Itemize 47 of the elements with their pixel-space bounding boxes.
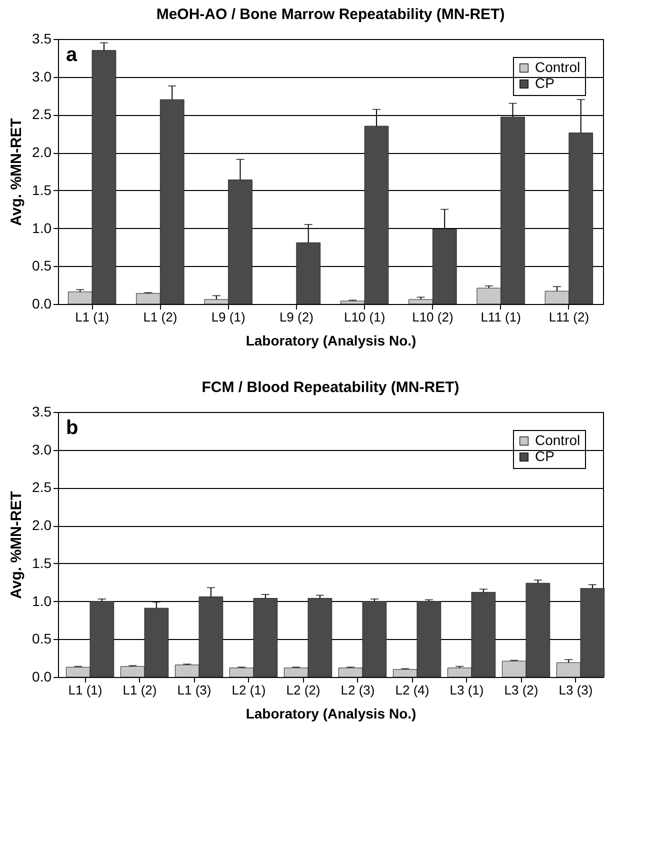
x-tick-label: L1 (2) [122,682,157,698]
y-tick-label: 3.0 [32,441,52,458]
chart-title: MeOH-AO / Bone Marrow Repeatability (MN-RET) [156,6,505,23]
x-tick-label: L9 (2) [279,310,314,324]
y-axis-title: Avg. %MN-RET [8,118,26,226]
x-tick-label: L3 (1) [450,682,484,698]
bar [296,242,321,304]
y-tick-label: 2.0 [32,517,52,534]
x-tick-label: L1 (1) [75,310,110,324]
x-tick-label: L11 (1) [480,310,521,324]
y-tick-label: 3.5 [32,404,52,420]
legend-label: CP [535,75,554,91]
x-tick-label: L2 (3) [340,682,375,698]
y-tick-label: 1.0 [32,220,52,236]
y-tick-label: 2.5 [32,479,52,496]
x-tick-label: L3 (2) [504,682,538,698]
y-tick-label: 1.5 [32,182,52,198]
y-tick-label: 2.0 [32,144,52,160]
x-tick-label: L11 (2) [548,310,590,324]
y-axis-title: Avg. %MN-RET [8,491,26,599]
y-tick-label: 1.0 [32,592,52,609]
legend-label: Control [535,59,580,75]
x-axis-title: Laboratory (Analysis No.) [246,332,416,348]
x-tick-label: L2 (4) [395,682,430,698]
legend-label: CP [535,448,554,464]
x-tick-label: L10 (2) [412,310,454,324]
annotation: a [66,44,78,66]
y-tick-label: 1.5 [32,554,52,571]
x-tick-label: L2 (1) [232,682,266,698]
y-tick-label: 0.5 [32,258,52,274]
y-tick-label: 0.0 [32,668,52,684]
x-axis-title: Laboratory (Analysis No.) [246,706,416,722]
chart-title: FCM / Blood Repeatability (MN-RET) [202,379,460,396]
legend-label: Control [535,432,580,448]
y-tick-label: 3.5 [32,30,52,46]
annotation: b [66,417,78,439]
x-tick-label: L1 (2) [143,310,178,324]
y-tick-label: 0.0 [32,296,52,312]
y-tick-label: 0.5 [32,630,52,647]
x-tick-label: L9 (1) [211,310,246,324]
x-tick-label: L3 (3) [558,682,593,698]
x-tick-label: L1 (3) [177,682,212,698]
x-tick-label: L1 (1) [68,682,102,698]
y-tick-label: 2.5 [32,106,52,122]
x-tick-label: L10 (1) [344,310,386,324]
x-tick-label: L2 (2) [286,682,320,698]
y-tick-label: 3.0 [32,68,52,84]
